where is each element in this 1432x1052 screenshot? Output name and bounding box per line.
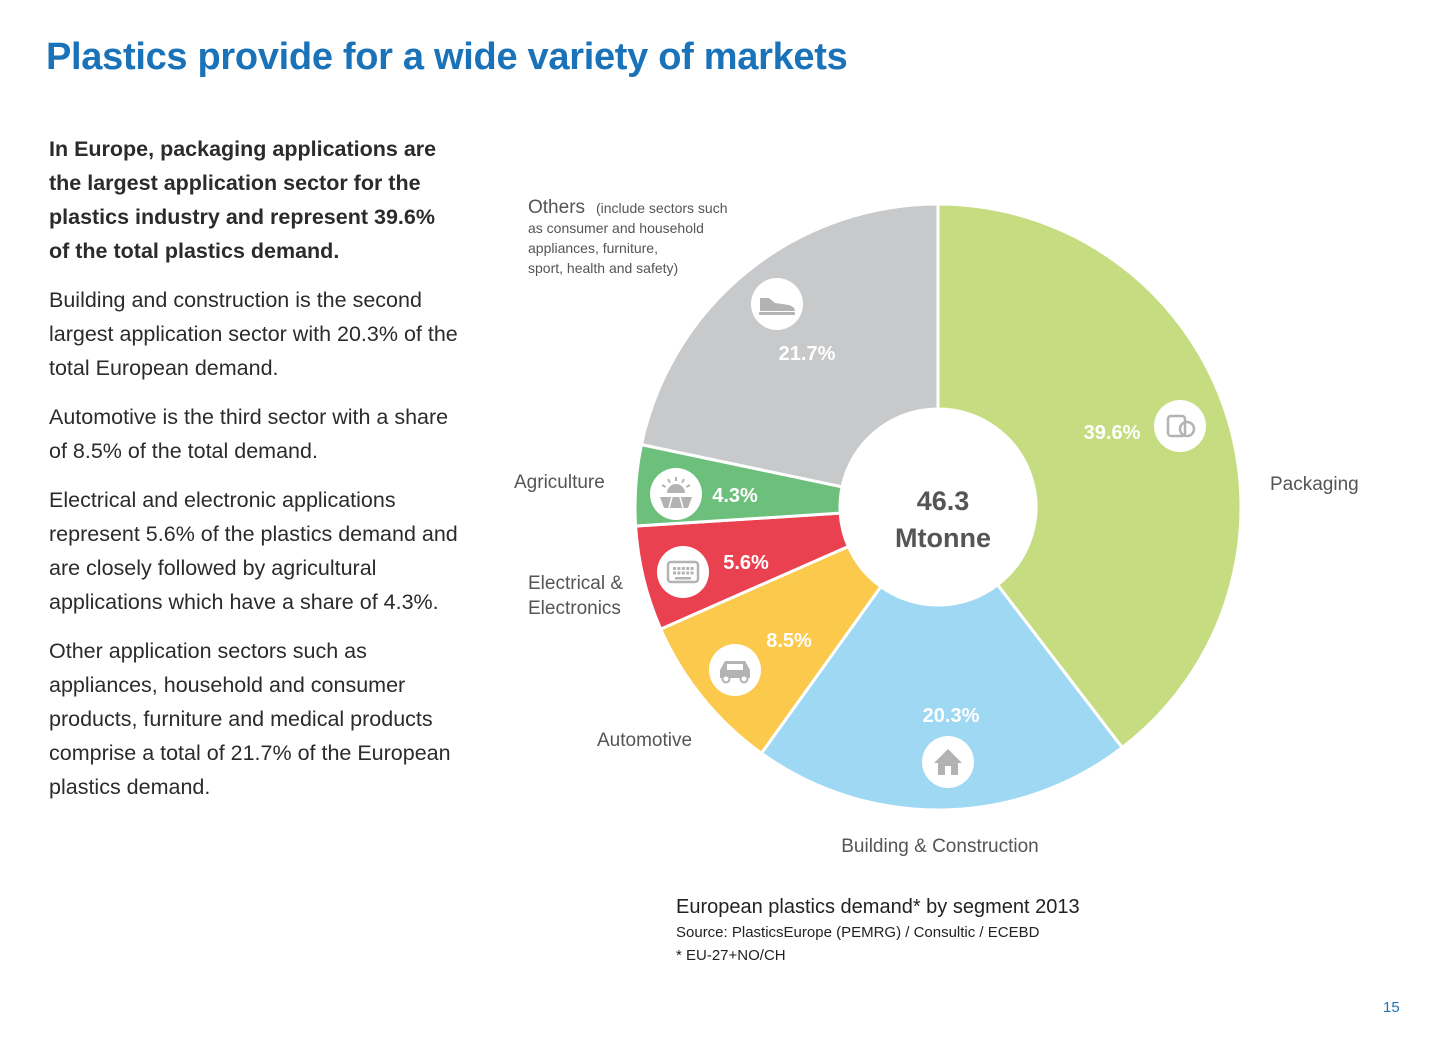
category-label-automotive: Automotive xyxy=(597,730,692,751)
paragraph-electrical: Electrical and electronic applications r… xyxy=(49,488,458,614)
value-label-packaging: 39.6% xyxy=(1084,422,1141,444)
center-unit: Mtonne xyxy=(895,523,991,553)
caption-title: European plastics demand* by segment 201… xyxy=(676,896,1080,918)
others-note: (include sectors such as consumer and hou… xyxy=(528,200,728,276)
category-label-agriculture: Agriculture xyxy=(514,472,605,493)
donut-chart: 39.6% Packaging 20.3% Building & Constructi… xyxy=(514,197,1359,857)
value-label-others: 21.7% xyxy=(779,343,836,365)
category-label-others: Others xyxy=(528,197,585,218)
paragraph-others: Other application sectors such as applia… xyxy=(49,639,451,799)
caption-source: Source: PlasticsEurope (PEMRG) / Consult… xyxy=(676,924,1040,941)
donut-hole xyxy=(840,409,1036,605)
page-number: 15 xyxy=(1383,999,1400,1016)
caption-footnote: * EU-27+NO/CH xyxy=(676,947,786,964)
value-label-electrical-electronics: 5.6% xyxy=(723,552,769,574)
page-title: Plastics provide for a wide variety of m… xyxy=(46,36,848,78)
shoe-icon xyxy=(751,278,803,330)
paragraph-automotive: Automotive is the third sector with a sh… xyxy=(49,405,449,463)
house-icon xyxy=(922,736,974,788)
paragraph-building: Building and construction is the second … xyxy=(49,288,458,380)
car-icon xyxy=(709,644,761,696)
sun-field-icon xyxy=(650,468,702,520)
category-label-building-construction: Building & Construction xyxy=(841,836,1039,857)
chart-caption: European plastics demand* by segment 201… xyxy=(676,893,1236,967)
center-value: 46.3 xyxy=(917,486,970,516)
paragraph-packaging: In Europe, packaging applications are th… xyxy=(49,137,437,263)
value-label-building-construction: 20.3% xyxy=(923,705,980,727)
category-label-packaging: Packaging xyxy=(1270,474,1359,495)
body-text: In Europe, packaging applications are th… xyxy=(49,132,459,819)
value-label-automotive: 8.5% xyxy=(766,630,812,652)
category-label-electrical-electronics: Electrical & Electronics xyxy=(528,573,623,619)
keyboard-icon xyxy=(657,546,709,598)
value-label-agriculture: 4.3% xyxy=(712,485,758,507)
packaging-icon xyxy=(1154,400,1206,452)
